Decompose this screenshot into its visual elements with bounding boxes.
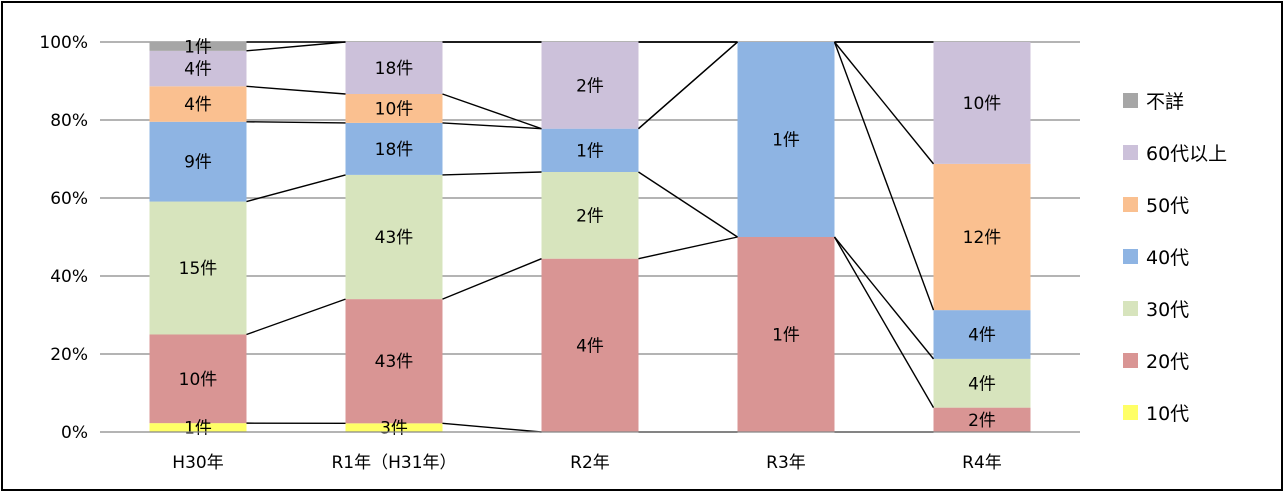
data-label: 1件 xyxy=(184,419,212,439)
series-connector xyxy=(638,171,738,238)
bar-segment xyxy=(737,42,835,237)
series-connector xyxy=(246,121,346,124)
bar-segment xyxy=(933,163,1031,311)
series-connector xyxy=(442,171,542,176)
data-label: 4件 xyxy=(184,95,212,115)
data-label: 9件 xyxy=(184,153,212,173)
bar-segment xyxy=(541,172,639,259)
y-tick-label: 60% xyxy=(50,189,88,209)
bar-segment xyxy=(933,42,1031,164)
bar-segment xyxy=(933,310,1031,359)
bar-segment xyxy=(345,122,443,175)
data-label: 4件 xyxy=(968,374,996,394)
data-label: 10件 xyxy=(963,94,1002,114)
bar-segment xyxy=(345,42,443,94)
data-label: 4件 xyxy=(184,60,212,80)
bar-segment xyxy=(933,358,1031,408)
series-connector xyxy=(246,174,346,203)
data-label: 4件 xyxy=(576,336,604,356)
legend-swatch xyxy=(1123,197,1138,212)
legend-swatch xyxy=(1123,353,1138,368)
series-connector xyxy=(442,93,542,130)
bar-segment xyxy=(345,299,443,424)
data-label: 43件 xyxy=(375,228,414,248)
legend-swatch xyxy=(1123,405,1138,420)
data-label: 12件 xyxy=(963,228,1002,248)
data-label: 1件 xyxy=(184,37,212,57)
data-label: 18件 xyxy=(375,140,414,160)
series-connector xyxy=(833,41,935,165)
bar-segment xyxy=(149,334,247,424)
x-tick-label: R3年 xyxy=(766,453,806,473)
series-connector xyxy=(442,122,542,130)
series-connector xyxy=(833,41,935,311)
data-label: 2件 xyxy=(576,76,604,96)
data-label: 1件 xyxy=(772,131,800,151)
y-tick-label: 100% xyxy=(39,33,88,53)
data-label: 2件 xyxy=(968,411,996,431)
legend-swatch xyxy=(1123,249,1138,264)
series-connector xyxy=(442,422,542,433)
legend-label: 60代以上 xyxy=(1146,143,1227,165)
bar-segment xyxy=(345,423,443,432)
series-connector xyxy=(442,258,542,300)
bar-segment xyxy=(149,86,247,122)
x-tick-label: H30年 xyxy=(172,453,223,473)
bar-segment xyxy=(149,42,247,51)
data-label: 2件 xyxy=(576,206,604,226)
axes: 0% 20% 40% 60% 80% 100% H30年 R1年（H31年） R2年 R3年 R4年 xyxy=(39,33,1080,473)
legend-label: 10代 xyxy=(1146,403,1189,425)
bar-segment xyxy=(149,201,247,335)
bar-segment xyxy=(541,128,639,172)
series-connector xyxy=(246,298,346,336)
bar-segment xyxy=(149,50,247,87)
legend-swatch xyxy=(1123,301,1138,316)
data-label: 10件 xyxy=(179,370,218,390)
bar-segment xyxy=(737,237,835,432)
bar-segment xyxy=(149,423,247,432)
data-label: 10件 xyxy=(375,99,414,119)
legend-swatch xyxy=(1123,93,1138,108)
series-connector xyxy=(246,85,346,95)
y-tick-label: 0% xyxy=(61,423,88,443)
bars xyxy=(149,42,1031,432)
x-tick-label: R2年 xyxy=(570,453,610,473)
data-label: 15件 xyxy=(179,259,218,279)
bar-segment xyxy=(933,407,1031,432)
data-label: 1件 xyxy=(576,141,604,161)
data-label: 43件 xyxy=(375,352,414,372)
y-tick-label: 80% xyxy=(50,111,88,131)
series-connector xyxy=(638,41,738,130)
series-connector xyxy=(833,236,935,408)
data-label: 4件 xyxy=(968,326,996,346)
legend-label: 40代 xyxy=(1146,247,1189,269)
bar-segment xyxy=(149,121,247,202)
bar-segment xyxy=(345,174,443,300)
x-tick-label: R1年（H31年） xyxy=(331,453,456,473)
y-tick-label: 40% xyxy=(50,267,88,287)
legend-swatch xyxy=(1123,145,1138,160)
bar-segment xyxy=(541,42,639,129)
series-connector xyxy=(638,236,738,260)
legend-label: 20代 xyxy=(1146,351,1189,373)
x-tick-label: R4年 xyxy=(962,453,1002,473)
data-labels: 1件 10件 15件 9件 4件 4件 1件 3件 43件 43件 18件 10件 18件 4件 2件 1件 2… xyxy=(179,37,1002,438)
legend-label: 50代 xyxy=(1146,195,1189,217)
data-label: 3件 xyxy=(380,419,408,439)
y-tick-label: 20% xyxy=(50,345,88,365)
bar-segment xyxy=(345,94,443,123)
series-connector xyxy=(246,41,346,52)
legend-label: 30代 xyxy=(1146,299,1189,321)
series-connector xyxy=(833,236,935,360)
data-label: 1件 xyxy=(772,326,800,346)
data-label: 18件 xyxy=(375,59,414,79)
legend-label: 不詳 xyxy=(1146,91,1184,113)
legend: 不詳 60代以上 50代 40代 30代 20代 10代 xyxy=(1123,91,1227,425)
bar-segment xyxy=(541,258,639,432)
